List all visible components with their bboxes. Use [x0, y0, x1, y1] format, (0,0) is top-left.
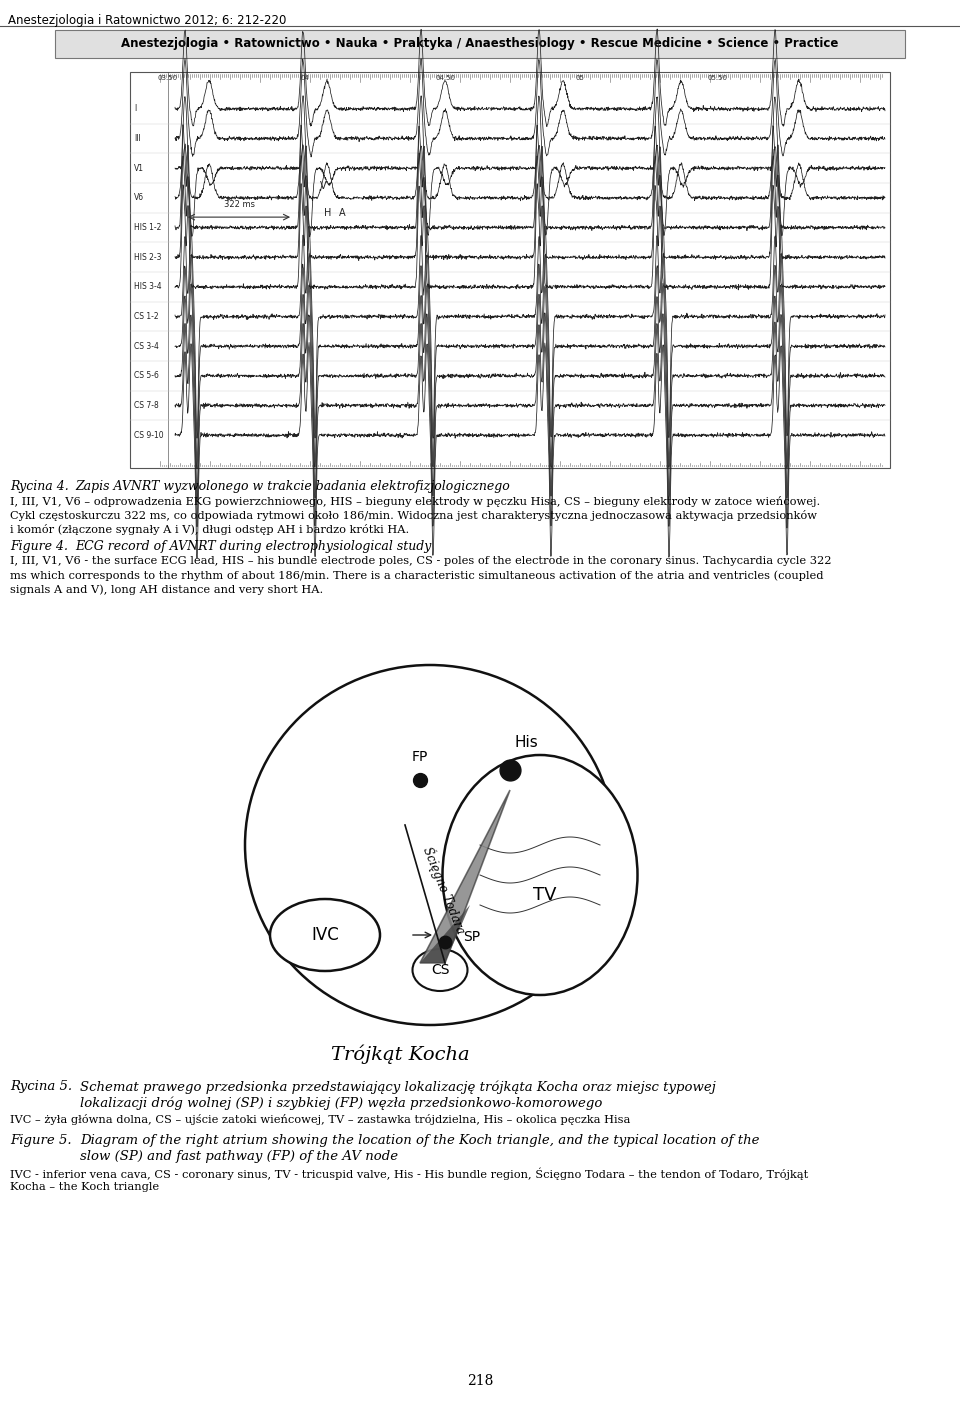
Text: Figure 5.: Figure 5.: [10, 1134, 72, 1147]
Polygon shape: [420, 789, 510, 963]
Text: CS 9-10: CS 9-10: [134, 430, 163, 440]
Ellipse shape: [270, 899, 380, 972]
Text: Anestezjologia i Ratownictwo 2012; 6: 212-220: Anestezjologia i Ratownictwo 2012; 6: 21…: [8, 14, 286, 27]
Text: CS 7-8: CS 7-8: [134, 401, 158, 409]
Text: III: III: [134, 135, 141, 143]
Text: V: V: [320, 181, 326, 191]
Text: V6: V6: [134, 193, 144, 202]
Polygon shape: [420, 789, 510, 963]
Text: Kocha – the Koch triangle: Kocha – the Koch triangle: [10, 1182, 159, 1192]
Text: Zapis AVNRT wyzwolonego w trakcie badania elektrofizjologicznego: Zapis AVNRT wyzwolonego w trakcie badani…: [75, 479, 510, 494]
Text: slow (SP) and fast pathway (FP) of the AV node: slow (SP) and fast pathway (FP) of the A…: [80, 1150, 398, 1164]
Text: lokalizacji dróg wolnej (SP) i szybkiej (FP) węzła przedsionkowo-komorowego: lokalizacji dróg wolnej (SP) i szybkiej …: [80, 1096, 602, 1109]
Text: HIS 3-4: HIS 3-4: [134, 282, 161, 292]
Text: Anestezjologia • Ratownictwo • Nauka • Praktyka / Anaesthesiology • Rescue Medic: Anestezjologia • Ratownictwo • Nauka • P…: [121, 38, 839, 50]
Polygon shape: [420, 789, 510, 963]
Text: Trójkąt Kocha: Trójkąt Kocha: [330, 1044, 469, 1064]
Text: HIS 2-3: HIS 2-3: [134, 252, 161, 262]
Text: His: His: [515, 735, 539, 750]
Text: IVC: IVC: [311, 925, 339, 944]
Text: I: I: [134, 104, 136, 114]
Text: I, III, V1, V6 - the surface ECG lead, HIS – his bundle electrode poles, CS - po: I, III, V1, V6 - the surface ECG lead, H…: [10, 557, 831, 566]
Text: Ścięgno Todara: Ścięgno Todara: [420, 844, 468, 935]
Text: IVC – żyła główna dolna, CS – ujście zatoki wieńcowej, TV – zastawka trójdzielna: IVC – żyła główna dolna, CS – ujście zat…: [10, 1115, 631, 1124]
Text: CS 5-6: CS 5-6: [134, 372, 158, 380]
Text: ECG record of AVNRT during electrophysiological study: ECG record of AVNRT during electrophysio…: [75, 540, 431, 552]
Polygon shape: [420, 789, 510, 963]
Ellipse shape: [413, 949, 468, 991]
Polygon shape: [420, 789, 510, 963]
Bar: [55, 29, 905, 57]
Text: CS 1-2: CS 1-2: [134, 313, 158, 321]
Text: CS 3-4: CS 3-4: [134, 342, 158, 350]
Polygon shape: [420, 906, 470, 963]
Text: IVC - inferior vena cava, CS - coronary sinus, TV - tricuspid valve, His - His b: IVC - inferior vena cava, CS - coronary …: [10, 1168, 808, 1180]
Text: HIS 1-2: HIS 1-2: [134, 223, 161, 231]
Bar: [130, 72, 890, 468]
Text: 218: 218: [467, 1374, 493, 1388]
Text: 322 ms: 322 ms: [224, 200, 254, 209]
Text: Schemat prawego przedsionka przedstawiający lokalizację trójkąta Kocha oraz miej: Schemat prawego przedsionka przedstawiaj…: [80, 1080, 716, 1094]
Polygon shape: [420, 789, 510, 963]
Text: Cykl częstoskurczu 322 ms, co odpowiada rytmowi około 186/min. Widoczna jest cha: Cykl częstoskurczu 322 ms, co odpowiada …: [10, 510, 817, 522]
Text: FP: FP: [412, 750, 428, 764]
Text: i komór (złączone sygnały A i V), długi odstęp AH i bardzo krótki HA.: i komór (złączone sygnały A i V), długi …: [10, 524, 409, 536]
Text: Diagram of the right atrium showing the location of the Koch triangle, and the t: Diagram of the right atrium showing the …: [80, 1134, 759, 1147]
Text: SP: SP: [463, 930, 480, 944]
Ellipse shape: [443, 756, 637, 995]
Text: 05: 05: [576, 74, 585, 81]
Text: H: H: [324, 207, 332, 217]
Text: Rycina 4.: Rycina 4.: [10, 479, 69, 494]
Polygon shape: [420, 789, 510, 963]
Ellipse shape: [245, 665, 615, 1025]
Polygon shape: [420, 789, 510, 963]
Text: 04.50: 04.50: [435, 74, 455, 81]
Text: TV: TV: [533, 886, 557, 904]
Text: V1: V1: [134, 164, 144, 172]
Text: Figure 4.: Figure 4.: [10, 540, 68, 552]
Text: ms which corresponds to the rhythm of about 186/min. There is a characteristic s: ms which corresponds to the rhythm of ab…: [10, 571, 824, 580]
Polygon shape: [420, 789, 510, 963]
Text: signals A and V), long AH distance and very short HA.: signals A and V), long AH distance and v…: [10, 585, 324, 594]
Text: CS: CS: [431, 963, 449, 977]
Text: Rycina 5.: Rycina 5.: [10, 1080, 72, 1094]
Text: I, III, V1, V6 – odprowadzenia EKG powierzchniowego, HIS – bieguny elektrody w p: I, III, V1, V6 – odprowadzenia EKG powie…: [10, 496, 820, 508]
Polygon shape: [420, 789, 510, 963]
Text: 04: 04: [300, 74, 309, 81]
Polygon shape: [420, 789, 510, 963]
Text: 05.50: 05.50: [708, 74, 728, 81]
Text: A: A: [339, 207, 346, 217]
Text: 03.50: 03.50: [158, 74, 178, 81]
